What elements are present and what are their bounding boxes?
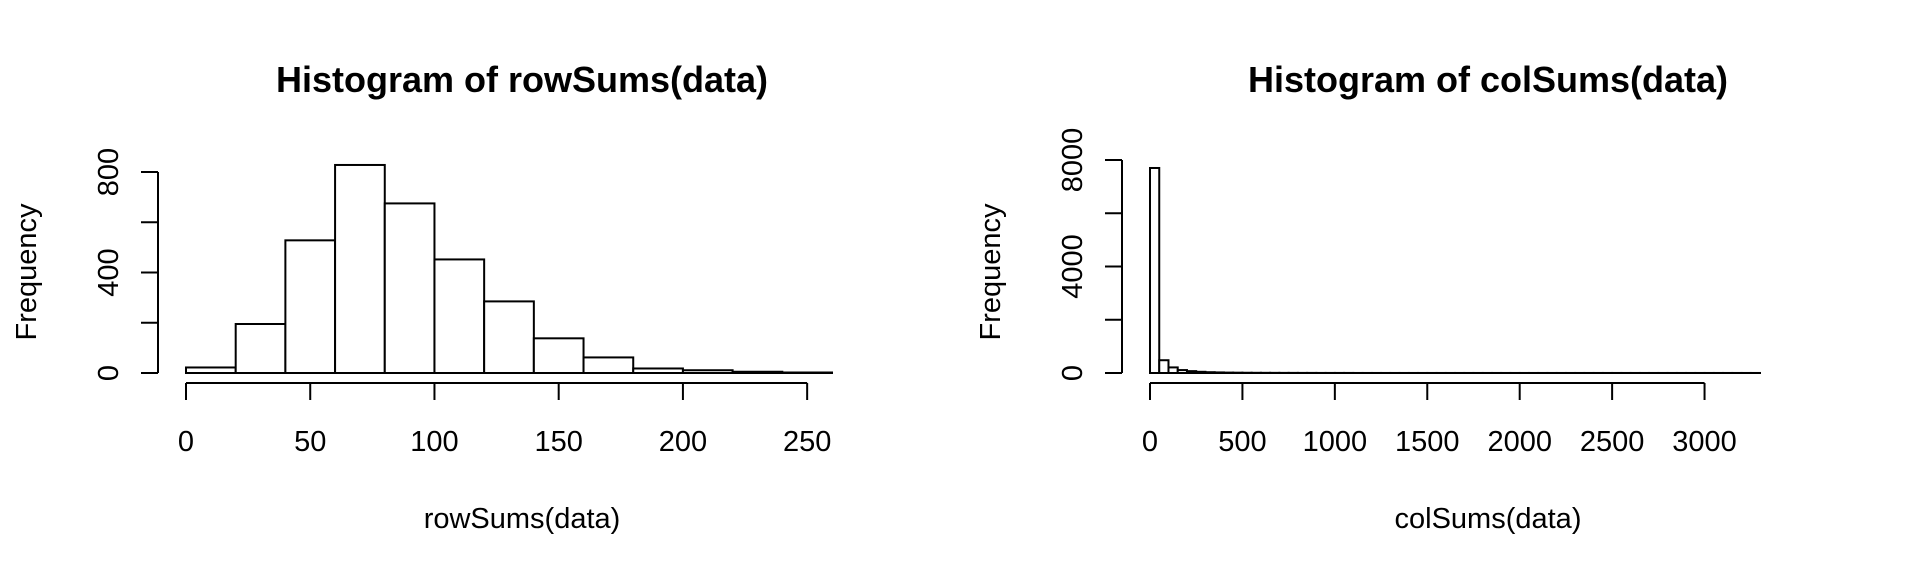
y-axis-label: Frequency	[975, 203, 1007, 341]
histogram-bar	[633, 368, 683, 373]
histogram-bar	[385, 203, 435, 373]
y-tick-label: 800	[93, 148, 125, 196]
x-axis-label: colSums(data)	[1395, 503, 1582, 535]
histogram-bar	[186, 367, 236, 373]
histogram-bar	[1205, 372, 1214, 373]
histogram-bar	[733, 372, 783, 373]
histogram-bar	[1178, 370, 1187, 373]
x-tick-label: 0	[178, 426, 194, 458]
y-tick-label: 4000	[1057, 234, 1089, 299]
histogram-rowsums-panel: Histogram of rowSums(data) rowSums(data)…	[11, 59, 832, 535]
histogram-bar	[1215, 372, 1224, 373]
x-tick-label: 0	[1142, 426, 1158, 458]
x-tick-label: 200	[659, 426, 707, 458]
histogram-bar	[484, 301, 534, 373]
histogram-colsums-panel: Histogram of colSums(data) colSums(data)…	[975, 59, 1760, 535]
histogram-bar	[584, 357, 634, 373]
histogram-bar	[683, 370, 733, 373]
x-tick-label: 100	[410, 426, 458, 458]
histogram-bar	[236, 324, 286, 373]
x-tick-label: 150	[534, 426, 582, 458]
y-tick-label: 8000	[1057, 128, 1089, 193]
chart-title: Histogram of rowSums(data)	[276, 59, 768, 100]
x-tick-label: 2000	[1487, 426, 1552, 458]
x-tick-label: 500	[1218, 426, 1266, 458]
y-axis: 0 4000 8000	[1057, 128, 1122, 381]
x-tick-label: 1000	[1303, 426, 1368, 458]
x-tick-label: 1500	[1395, 426, 1460, 458]
y-axis-label: Frequency	[11, 203, 43, 341]
x-axis: 0 500 1000 1500 2000 2500 3000	[1142, 383, 1737, 458]
histogram-bar	[1159, 360, 1168, 373]
histogram-bar	[1187, 371, 1196, 373]
x-axis: 0 50 100 150 200 250	[178, 383, 831, 458]
histogram-bar	[782, 372, 832, 373]
histogram-bar	[1168, 367, 1177, 373]
x-tick-label: 3000	[1672, 426, 1737, 458]
histogram-bar	[285, 240, 335, 373]
y-tick-label: 0	[1057, 365, 1089, 381]
histogram-bar	[534, 338, 584, 373]
x-tick-label: 50	[294, 426, 326, 458]
histogram-bar	[1196, 372, 1205, 373]
chart-title: Histogram of colSums(data)	[1248, 59, 1728, 100]
histogram-bar	[434, 259, 484, 373]
x-tick-label: 2500	[1580, 426, 1645, 458]
histogram-bar	[335, 165, 385, 373]
y-tick-label: 0	[93, 365, 125, 381]
y-tick-label: 400	[93, 248, 125, 296]
x-axis-label: rowSums(data)	[424, 503, 621, 535]
histogram-bar	[1150, 168, 1159, 373]
histogram-bars	[1150, 168, 1760, 373]
histogram-bars	[186, 165, 832, 373]
y-axis: 0 400 800	[93, 148, 158, 381]
x-tick-label: 250	[783, 426, 831, 458]
